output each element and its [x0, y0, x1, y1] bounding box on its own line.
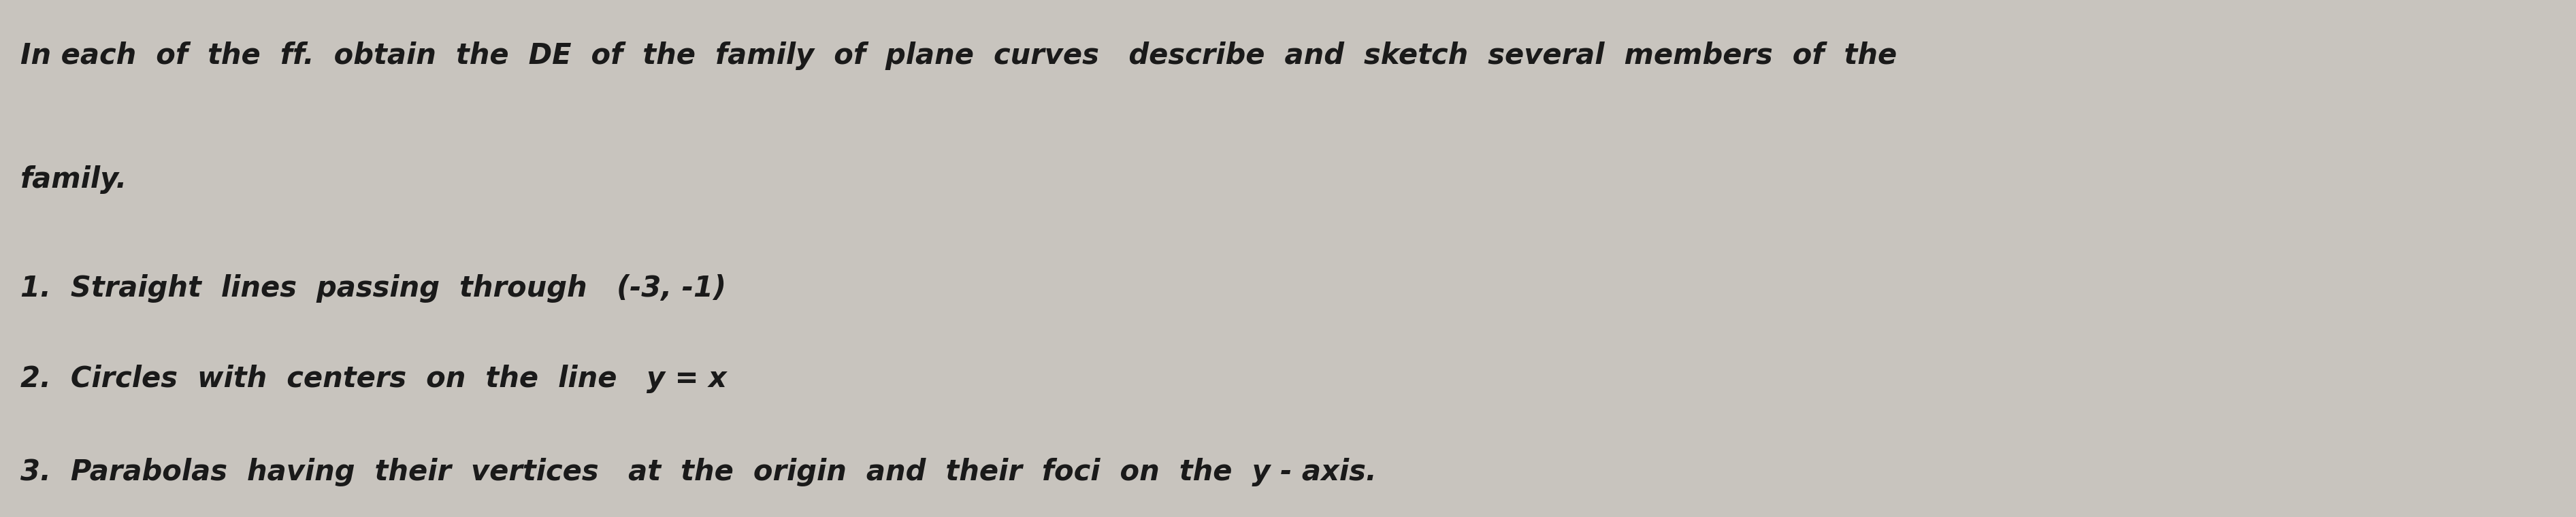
Text: 1.  Straight  lines  passing  through   (-3, -1): 1. Straight lines passing through (-3, -… [21, 274, 726, 302]
Text: 2.  Circles  with  centers  on  the  line   y = x: 2. Circles with centers on the line y = … [21, 364, 726, 393]
Text: 3.  Parabolas  having  their  vertices   at  the  origin  and  their  foci  on  : 3. Parabolas having their vertices at th… [21, 458, 1376, 486]
Text: In each  of  the  ff.  obtain  the  DE  of  the  family  of  plane  curves   des: In each of the ff. obtain the DE of the … [21, 41, 1896, 70]
Text: family.: family. [21, 165, 129, 194]
